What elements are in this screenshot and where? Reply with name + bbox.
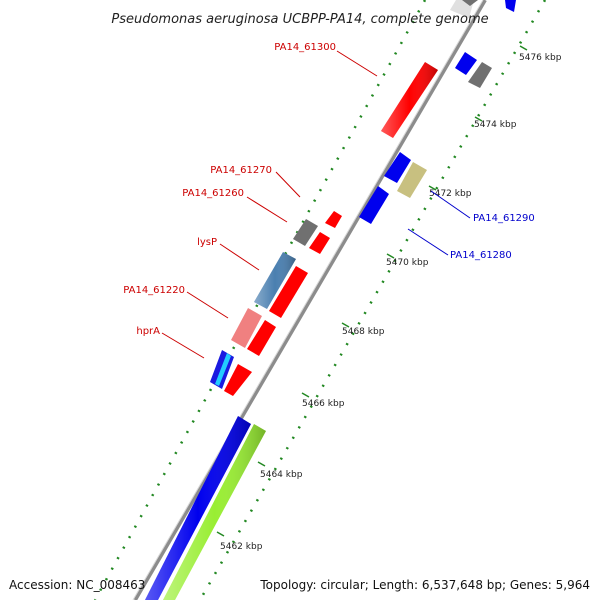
right-gene-track [359,0,516,224]
kbp-label-5466: 5466 kbp [302,399,345,409]
leader-PA14_61270 [275,171,301,198]
outer-shade-2 [254,252,296,309]
leader-PA14_61220 [186,291,229,319]
kbp-tick-mark [474,116,483,122]
leader-PA14_61290 [430,190,471,219]
gene-pink [231,308,262,348]
gene-label-PA14_61300: PA14_61300 [274,42,336,53]
gene-grey-top [462,0,478,6]
gene-blue-61290 [384,152,411,183]
outer-shade-1 [145,416,251,600]
outer-shade-3 [381,62,438,138]
gene-grey-61260 [293,219,318,246]
gene-red-61260 [309,232,330,254]
accession-text: Accession: NC_008463 [9,578,146,592]
gene-labels: PA14_61300 PA14_61270 PA14_61260 lysP PA… [123,42,535,337]
kbp-tick-mark [257,461,266,467]
gene-blue-61280 [359,186,389,224]
kbp-label-5470: 5470 kbp [386,258,429,268]
lime-gene-track [163,424,266,600]
gene-khaki [397,162,427,198]
kbp-label-5474: 5474 kbp [474,120,517,130]
gene-label-PA14_61270: PA14_61270 [210,165,272,176]
kbp-label-5468: 5468 kbp [342,327,385,337]
genome-backbone [133,0,487,602]
leader-PA14_61280 [407,228,449,256]
kbp-label-5464: 5464 kbp [260,470,303,480]
leader-hprA [161,332,205,359]
gene-blue-right-top [455,52,477,75]
gene-red-lysP [269,266,308,318]
tick-track-inner [198,0,547,601]
kbp-label-5462: 5462 kbp [220,542,263,552]
gene-red-61220 [247,320,276,356]
leader-lysP [219,243,260,271]
gene-label-PA14_61260: PA14_61260 [182,188,244,199]
gene-grey-right-top [468,62,492,88]
kbp-tick-mark [519,45,528,51]
kbp-label-5476: 5476 kbp [519,53,562,63]
gene-label-leaders [161,50,471,359]
genome-backbone-highlight [132,0,484,601]
gene-red-61270 [325,211,342,228]
kbp-label-5472: 5472 kbp [429,189,472,199]
gene-label-PA14_61280: PA14_61280 [450,250,512,261]
gene-label-lysP: lysP [197,237,217,248]
gene-multicolor-cyan [215,353,231,386]
leader-PA14_61300 [336,50,378,77]
kbp-tick-mark [386,253,395,259]
genome-summary-text: Topology: circular; Length: 6,537,648 bp… [260,578,590,592]
kbp-tick-mark [341,322,350,328]
gene-label-PA14_61220: PA14_61220 [123,285,185,296]
gene-label-PA14_61290: PA14_61290 [473,213,535,224]
outer-gene-track [145,0,478,600]
map-title: Pseudomonas aeruginosa UCBPP-PA14, compl… [111,12,488,27]
kbp-tick-mark [216,531,225,537]
gene-blue-corner [505,0,516,12]
gene-red-hprA [224,364,252,396]
kbp-ticks: 5476 kbp 5474 kbp 5472 kbp 5470 kbp 5468… [216,45,562,552]
kbp-tick-mark [428,185,437,191]
kbp-tick-mark [301,392,310,398]
gene-label-hprA: hprA [136,326,160,337]
leader-PA14_61260 [246,196,288,223]
gene-lime-shade [163,424,266,600]
